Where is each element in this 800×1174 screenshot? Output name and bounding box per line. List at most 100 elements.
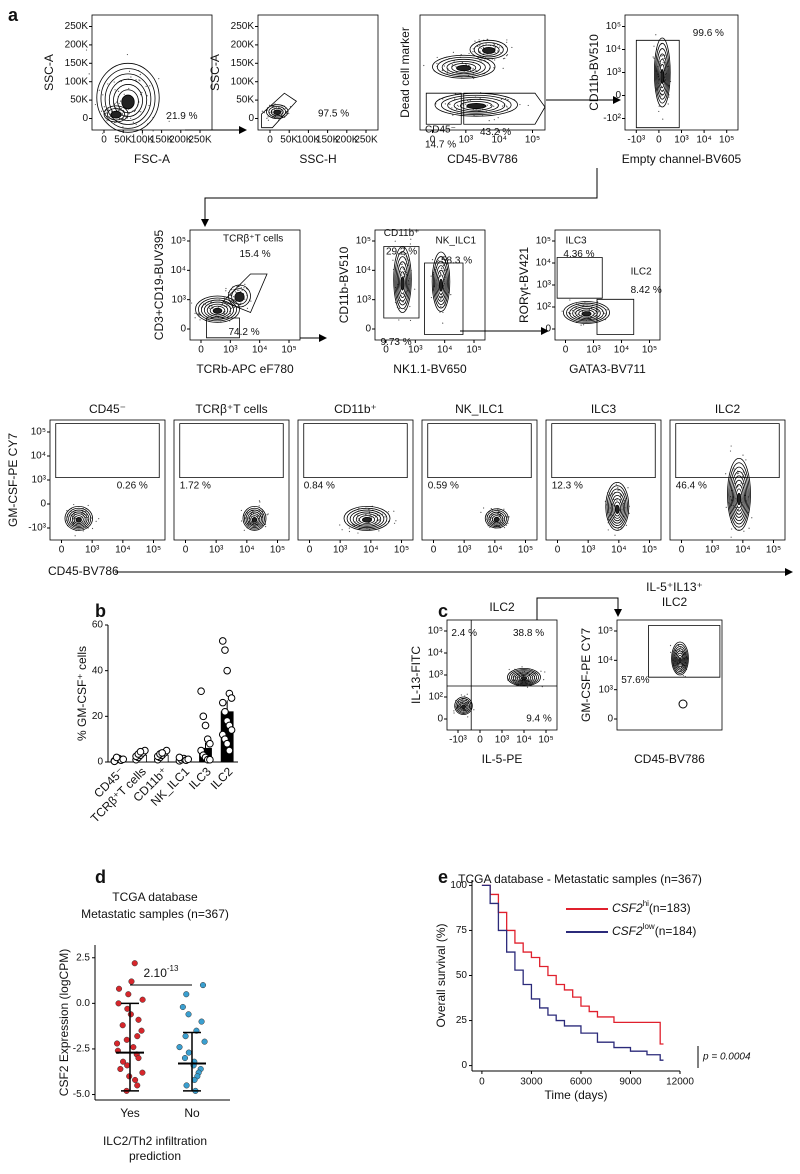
event-dot [105,112,108,114]
event-dot [258,500,261,502]
gate-label: TCRβ⁺T cells [223,233,283,244]
contour [473,42,504,58]
event-dot [120,80,122,82]
contour [110,110,122,119]
event-dot [670,651,672,653]
event-dot [616,499,618,501]
data-point [124,1062,131,1069]
gate-label: 0.59 % [428,481,459,492]
event-dot [403,276,405,278]
event-dot [452,114,454,116]
event-dot [395,520,397,522]
x-tick-label: 10⁴ [696,135,711,146]
event-dot [519,103,521,106]
y-tick-label: 10⁵ [598,626,613,637]
contour [673,646,687,673]
event-dot [500,98,503,100]
event-dot [141,91,143,94]
gate [425,92,462,125]
event-dot [455,66,457,68]
contour [200,299,235,320]
y-tick-label: 10⁵ [356,236,371,247]
event-dot [580,324,582,326]
contour [432,54,496,79]
annotation: 2.10-13 [144,964,179,980]
contour [436,56,491,78]
event-dot [197,313,200,315]
contour [658,58,667,92]
contour [581,311,592,317]
event-dot [87,504,89,507]
gate-label: 8.42 % [631,285,662,296]
contour [352,511,382,527]
data-point [221,707,229,716]
event-dot [653,45,655,47]
event-dot [236,289,239,291]
event-dot [442,322,444,324]
y-tick-label: 0.0 [76,998,90,1009]
data-point [117,1065,124,1073]
event-dot [124,115,127,118]
event-dot [357,514,359,516]
y-tick-label: 75 [456,925,468,936]
y-axis-label: CD11b-BV510 [587,34,601,111]
event-dot [236,285,238,287]
event-dot [443,265,445,267]
x-tick-label: 10³ [223,345,238,356]
event-dot [486,38,488,40]
y-tick-label: 10³ [32,475,47,486]
panel-letter: c [438,601,448,621]
contour [113,84,143,118]
contour [482,46,496,54]
contour [466,102,487,110]
x-tick-label: 3000 [520,1077,543,1088]
event-dot [738,472,740,474]
gate-label: NK_ILC1 [436,236,477,247]
x-axis-label: FSC-A [134,152,170,166]
event-dot [126,119,128,122]
y-tick-label: 0 [365,324,371,335]
x-tick-label: 10³ [333,545,348,556]
data-point [119,1022,126,1029]
event-dot [149,85,151,87]
data-point [227,726,236,734]
event-dot [339,524,341,526]
event-dot [477,57,479,59]
x-tick-label: ILC3 [186,764,214,792]
contour [606,485,628,529]
event-dot [394,240,396,242]
event-dot [480,60,482,62]
event-dot [449,103,451,105]
contour [674,648,686,671]
data-point [130,1044,137,1051]
event-dot [230,294,232,296]
x-tick-label: 10³ [408,345,423,356]
event-dot [511,46,513,49]
data-point [201,1038,208,1045]
event-dot [378,530,380,532]
event-dot [117,90,120,92]
x-tick-label: 10⁵ [642,545,657,556]
data-point [206,755,214,764]
panel-letter: e [438,867,448,887]
y-axis-label: % GM-CSF⁺ cells [75,646,89,741]
contour [488,511,506,526]
event-dot [653,57,655,59]
x-tick-label: 10⁵ [270,545,285,556]
event-dot [144,142,147,144]
event-dot [578,310,580,312]
x-tick-label: 10³ [674,135,689,146]
y-axis-label: GM-CSF-PE CY7 [579,628,593,722]
chart-title: TCGA database [112,890,198,904]
event-dot [148,104,150,107]
event-dot [238,305,240,307]
x-tick-label: 200K [169,135,193,146]
contour [100,68,156,129]
data-point [184,755,193,764]
y-tick-label: 150K [231,58,255,69]
x-tick-label: 10⁴ [239,545,254,556]
event-dot [128,87,130,90]
event-dot [486,104,488,106]
gate-label: CD11b⁺ [384,228,420,239]
event-dot [662,55,664,57]
